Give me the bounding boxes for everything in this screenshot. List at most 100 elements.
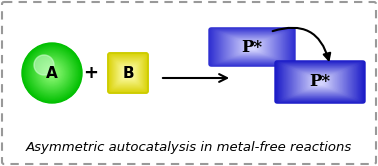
FancyBboxPatch shape xyxy=(116,61,140,85)
Circle shape xyxy=(43,64,61,82)
Circle shape xyxy=(32,53,72,93)
FancyBboxPatch shape xyxy=(310,77,330,87)
FancyBboxPatch shape xyxy=(307,75,333,89)
FancyBboxPatch shape xyxy=(212,29,292,65)
FancyBboxPatch shape xyxy=(222,34,282,60)
Circle shape xyxy=(38,59,66,87)
FancyBboxPatch shape xyxy=(111,56,145,90)
FancyBboxPatch shape xyxy=(275,61,365,103)
Circle shape xyxy=(37,58,67,88)
FancyBboxPatch shape xyxy=(234,38,270,56)
FancyBboxPatch shape xyxy=(244,42,260,52)
FancyBboxPatch shape xyxy=(228,36,277,58)
FancyBboxPatch shape xyxy=(239,40,265,54)
FancyBboxPatch shape xyxy=(289,67,351,97)
FancyBboxPatch shape xyxy=(293,69,347,95)
FancyBboxPatch shape xyxy=(232,38,271,56)
FancyBboxPatch shape xyxy=(214,30,290,64)
FancyBboxPatch shape xyxy=(228,36,276,58)
FancyBboxPatch shape xyxy=(226,35,277,59)
FancyBboxPatch shape xyxy=(216,31,288,63)
Circle shape xyxy=(28,49,76,97)
Circle shape xyxy=(34,55,70,91)
FancyBboxPatch shape xyxy=(277,62,363,102)
FancyBboxPatch shape xyxy=(225,35,279,59)
FancyBboxPatch shape xyxy=(279,63,361,101)
FancyArrowPatch shape xyxy=(273,28,330,60)
Text: P*: P* xyxy=(310,74,331,90)
Circle shape xyxy=(42,63,62,83)
FancyBboxPatch shape xyxy=(304,74,336,90)
Circle shape xyxy=(33,53,71,92)
FancyBboxPatch shape xyxy=(113,58,143,88)
FancyBboxPatch shape xyxy=(209,28,295,66)
Circle shape xyxy=(49,70,55,76)
Circle shape xyxy=(42,63,62,83)
FancyBboxPatch shape xyxy=(213,30,291,64)
FancyBboxPatch shape xyxy=(121,66,135,80)
FancyBboxPatch shape xyxy=(242,42,262,52)
FancyBboxPatch shape xyxy=(249,45,255,49)
Circle shape xyxy=(51,72,53,74)
FancyBboxPatch shape xyxy=(124,69,132,77)
FancyBboxPatch shape xyxy=(317,80,323,84)
FancyBboxPatch shape xyxy=(315,79,325,85)
FancyBboxPatch shape xyxy=(302,73,338,91)
FancyBboxPatch shape xyxy=(290,68,350,96)
Text: B: B xyxy=(122,66,134,81)
FancyBboxPatch shape xyxy=(294,70,345,94)
FancyBboxPatch shape xyxy=(245,43,259,51)
Circle shape xyxy=(26,47,77,98)
FancyBboxPatch shape xyxy=(215,31,289,63)
FancyBboxPatch shape xyxy=(232,37,273,57)
Circle shape xyxy=(51,72,54,75)
FancyBboxPatch shape xyxy=(280,63,359,101)
Circle shape xyxy=(31,52,73,94)
Circle shape xyxy=(36,57,68,89)
FancyBboxPatch shape xyxy=(300,72,340,92)
FancyBboxPatch shape xyxy=(123,68,133,78)
FancyBboxPatch shape xyxy=(278,62,362,102)
FancyBboxPatch shape xyxy=(114,59,142,87)
FancyBboxPatch shape xyxy=(246,43,258,51)
Circle shape xyxy=(39,60,65,86)
Circle shape xyxy=(50,71,54,75)
Circle shape xyxy=(26,47,78,99)
Circle shape xyxy=(35,56,69,90)
Text: A: A xyxy=(46,66,58,81)
FancyBboxPatch shape xyxy=(110,55,146,91)
Circle shape xyxy=(48,69,56,77)
Circle shape xyxy=(23,44,81,101)
Circle shape xyxy=(25,46,79,100)
FancyBboxPatch shape xyxy=(110,55,146,91)
FancyBboxPatch shape xyxy=(108,54,147,92)
FancyBboxPatch shape xyxy=(231,37,273,57)
FancyBboxPatch shape xyxy=(303,73,337,91)
FancyBboxPatch shape xyxy=(296,71,344,93)
FancyBboxPatch shape xyxy=(125,70,131,76)
FancyBboxPatch shape xyxy=(217,31,287,63)
FancyBboxPatch shape xyxy=(116,61,139,85)
FancyBboxPatch shape xyxy=(243,42,261,52)
FancyBboxPatch shape xyxy=(219,32,285,62)
Circle shape xyxy=(33,54,71,92)
FancyBboxPatch shape xyxy=(235,39,268,55)
FancyBboxPatch shape xyxy=(124,69,132,77)
FancyBboxPatch shape xyxy=(210,28,294,66)
FancyBboxPatch shape xyxy=(221,33,283,61)
FancyBboxPatch shape xyxy=(247,44,257,50)
Circle shape xyxy=(46,67,58,79)
Circle shape xyxy=(22,43,82,103)
FancyBboxPatch shape xyxy=(286,66,354,98)
FancyBboxPatch shape xyxy=(109,54,147,92)
FancyBboxPatch shape xyxy=(218,32,286,62)
FancyBboxPatch shape xyxy=(282,64,358,100)
FancyBboxPatch shape xyxy=(297,71,342,93)
Circle shape xyxy=(40,61,64,85)
FancyBboxPatch shape xyxy=(310,76,331,88)
FancyBboxPatch shape xyxy=(125,70,131,76)
FancyBboxPatch shape xyxy=(235,39,270,55)
FancyBboxPatch shape xyxy=(285,65,355,99)
FancyBboxPatch shape xyxy=(316,79,324,85)
FancyBboxPatch shape xyxy=(292,69,348,95)
